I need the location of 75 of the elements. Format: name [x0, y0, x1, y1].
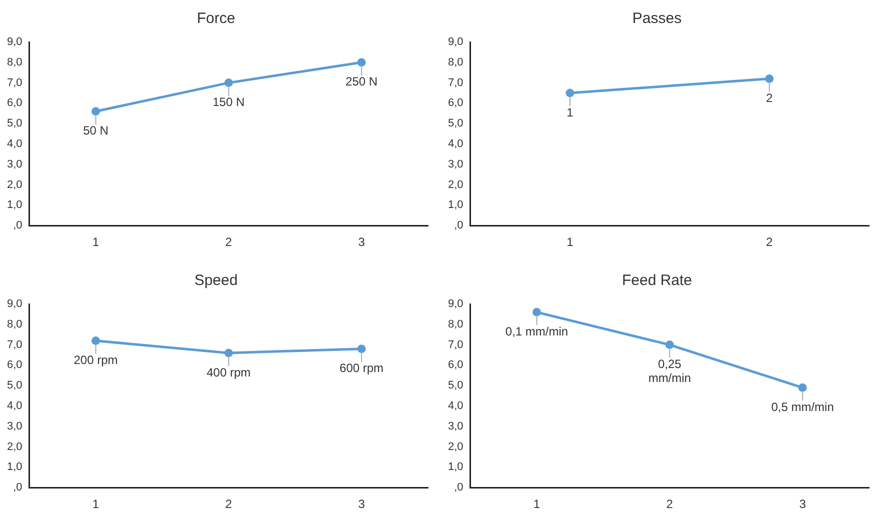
x-tick-label: 3	[799, 497, 806, 512]
annotation: 0,25 mm/min	[648, 357, 691, 386]
annotation: 0,5 mm/min	[771, 400, 834, 414]
y-tick-label: 1,0	[448, 461, 464, 474]
chart-title: Force	[196, 10, 236, 28]
annotation: 600 rpm	[340, 361, 384, 376]
annotation: 250 N	[346, 74, 378, 89]
annotation: 0,1 mm/min	[505, 324, 568, 338]
y-tick-label: ,0	[454, 482, 464, 494]
y-tick-label: 7,0	[6, 76, 22, 89]
point	[532, 308, 541, 316]
y-tick-label: 9,0	[6, 298, 22, 310]
y-tick-label: 8,0	[448, 56, 464, 68]
point	[357, 58, 366, 67]
y-tick-label: 7,0	[448, 338, 464, 351]
y-tick-label: 2,0	[448, 178, 464, 191]
y-tick-label: 3,0	[448, 158, 464, 170]
chart-title: Speed	[194, 272, 238, 290]
y-tick-label: 7,0	[448, 76, 464, 89]
y-tick-label: 2,0	[448, 440, 464, 453]
y-tick-label: 5,0	[448, 380, 464, 392]
y-tick-label: 6,0	[448, 97, 464, 110]
point	[224, 348, 233, 358]
x-tick-label: 1	[92, 235, 100, 250]
point	[665, 340, 674, 350]
y-tick-label: 6,0	[6, 359, 22, 372]
y-tick-label: 6,0	[6, 97, 22, 110]
x-tick-label: 2	[225, 235, 232, 250]
annotation: 1	[566, 105, 574, 120]
y-tick-label: 9,0	[448, 298, 464, 310]
y-tick-label: 9,0	[6, 36, 22, 48]
y-tick-label: 3,0	[6, 158, 22, 170]
point	[798, 383, 807, 392]
chart-title: Passes	[632, 10, 682, 28]
y-tick-label: ,0	[13, 482, 22, 494]
y-tick-label: 2,0	[6, 178, 22, 191]
annotation: 2	[766, 91, 773, 106]
annotation: 50 N	[83, 124, 108, 138]
x-tick-label: 1	[533, 497, 540, 512]
y-tick-label: 4,0	[448, 138, 464, 150]
y-tick-label: ,0	[13, 220, 22, 232]
y-tick-label: 5,0	[6, 380, 22, 392]
y-tick-label: 5,0	[6, 118, 22, 130]
x-tick-label: 3	[358, 497, 366, 512]
y-tick-label: 4,0	[6, 138, 22, 150]
y-tick-label: ,0	[454, 220, 464, 232]
point	[224, 78, 233, 88]
x-tick-label: 1	[566, 235, 574, 250]
y-tick-label: 6,0	[448, 359, 464, 372]
point	[357, 344, 366, 354]
x-tick-label: 1	[92, 497, 100, 512]
y-tick-label: 3,0	[448, 420, 464, 432]
y-tick-label: 8,0	[6, 56, 22, 68]
y-tick-label: 1,0	[6, 461, 22, 474]
y-tick-label: 1,0	[448, 199, 464, 212]
y-tick-label: 3,0	[6, 420, 22, 432]
y-tick-label: 1,0	[6, 199, 22, 212]
chart-title: Feed Rate	[622, 272, 692, 290]
x-tick-label: 2	[766, 235, 773, 250]
point	[91, 336, 100, 345]
y-tick-label: 8,0	[6, 318, 22, 330]
x-tick-label: 3	[358, 235, 366, 250]
y-tick-label: 9,0	[448, 36, 464, 48]
annotation: 400 rpm	[206, 365, 251, 380]
point	[91, 107, 100, 116]
x-tick-label: 2	[225, 497, 232, 512]
annotation: 200 rpm	[74, 353, 118, 368]
y-tick-label: 4,0	[6, 400, 22, 412]
x-tick-label: 2	[666, 497, 674, 512]
y-tick-label: 2,0	[6, 440, 22, 453]
annotation: 150 N	[212, 95, 245, 110]
y-tick-label: 7,0	[6, 338, 22, 351]
y-tick-label: 8,0	[448, 318, 464, 330]
y-tick-label: 4,0	[448, 400, 464, 412]
y-tick-label: 5,0	[448, 118, 464, 130]
